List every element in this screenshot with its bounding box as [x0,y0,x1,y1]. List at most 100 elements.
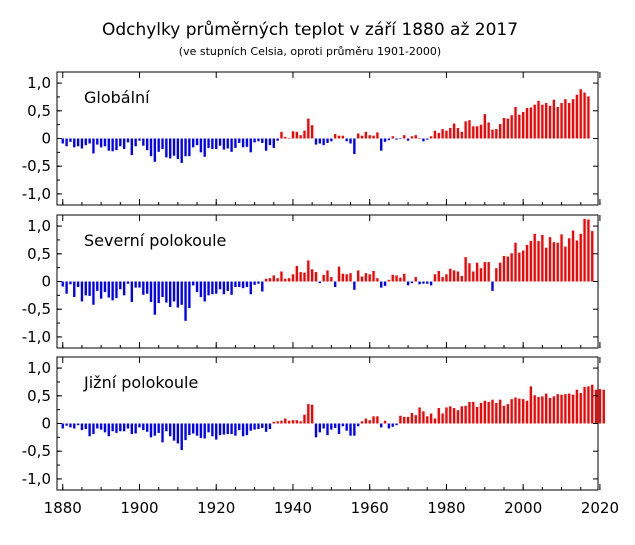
bar-2008 [552,99,556,139]
x-tick-label: 2020 [581,499,619,517]
bar-1965 [387,423,391,429]
bar-1987 [472,126,475,139]
bar-1969 [403,416,406,424]
bar-1908 [169,281,172,307]
bar-1922 [222,281,226,295]
bar-2014 [575,94,579,139]
bar-1892 [107,423,110,437]
bar-1959 [364,418,368,424]
y-tick-label: 0,5 [27,387,51,405]
y-tick-label: -1,0 [22,470,51,488]
bar-1929 [249,138,252,153]
bar-1898 [130,138,134,156]
bar-1884 [76,423,80,426]
bar-1964 [383,281,387,286]
bar-2002 [529,386,533,424]
bar-1886 [84,423,87,430]
bar-1980 [445,274,448,282]
bar-1972 [414,135,417,139]
bar-1909 [172,138,176,156]
chart-subtitle: (ve stupních Celsia, oproti průměru 1901… [178,45,442,58]
bar-1938 [284,418,287,424]
bar-1902 [145,138,149,151]
bar-1940 [291,131,295,139]
bar-1961 [372,270,375,282]
bar-1949 [326,423,329,436]
bar-1883 [73,423,76,429]
bar-1974 [422,281,425,284]
bar-1968 [399,415,402,424]
bar-1942 [299,135,302,139]
bar-1948 [322,138,325,146]
bar-1939 [287,137,291,139]
bar-1893 [111,281,114,301]
bar-2000 [521,250,525,282]
bar-2009 [556,394,559,424]
bar-1914 [192,423,195,434]
bar-1901 [142,281,145,295]
bar-1918 [207,138,210,148]
bar-1933 [264,278,268,282]
bar-1993 [495,129,498,139]
bar-1992 [491,281,494,291]
bar-1962 [376,416,379,424]
bar-1884 [76,281,80,288]
bar-1898 [130,281,134,302]
bar-1975 [426,416,429,424]
bar-1881 [65,281,68,294]
bar-2016 [583,218,586,282]
bar-1912 [184,138,187,157]
bar-1977 [433,130,437,139]
bar-1885 [80,423,84,431]
bar-1984 [460,275,463,282]
bar-1909 [172,281,176,302]
bar-1947 [318,138,322,144]
bar-1893 [111,138,114,152]
bar-1970 [406,281,410,286]
bar-1905 [157,281,160,304]
bar-1973 [418,281,421,285]
bar-1974 [422,411,425,424]
bar-1912 [184,281,187,321]
bar-1967 [395,138,398,140]
bar-1882 [69,423,72,428]
bar-1995 [502,118,506,139]
bar-1970 [406,138,410,141]
bar-1964 [383,138,387,142]
bar-1944 [307,118,310,139]
bar-1940 [291,420,295,424]
bar-1954 [345,423,348,431]
bar-1892 [107,138,110,151]
panel-title: Severní polokoule [84,231,226,250]
bar-1891 [103,423,107,433]
bar-1894 [115,138,118,151]
bar-1957 [357,423,360,427]
bar-1977 [433,418,437,424]
bar-1959 [364,131,368,139]
bar-1897 [126,423,130,429]
bar-1944 [307,404,310,424]
bar-2018 [591,384,594,424]
bar-1961 [372,416,375,424]
bar-1983 [456,410,460,424]
bar-1997 [510,115,513,139]
panel-title: Globální [84,88,150,107]
bar-1965 [387,279,391,282]
bar-1996 [506,118,510,139]
bar-1885 [80,281,84,302]
bar-1913 [188,281,191,309]
bar-2001 [525,244,529,282]
bar-1894 [115,281,118,299]
bar-1955 [349,273,352,282]
bar-1926 [238,138,241,143]
bar-1962 [376,132,379,139]
bar-1998 [514,242,517,282]
bar-1889 [96,423,99,429]
bar-1989 [479,268,483,282]
bar-1916 [199,281,203,298]
bar-1994 [498,262,502,282]
bar-1981 [449,406,452,424]
bar-2013 [571,99,575,139]
bar-1929 [249,423,252,431]
bar-1988 [475,262,479,282]
